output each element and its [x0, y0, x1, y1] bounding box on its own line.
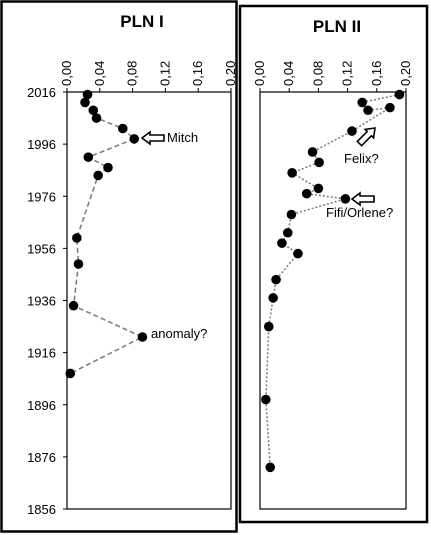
plot-area-2 [259, 91, 407, 510]
data-point [88, 105, 99, 116]
annotation-arrow [356, 127, 376, 147]
x-tick-label: 0,20 [398, 61, 413, 86]
data-point [137, 332, 148, 342]
x-tick-label: 0,08 [310, 61, 325, 86]
data-point [363, 105, 373, 116]
data-point [261, 394, 271, 405]
data-point [282, 227, 293, 238]
data-point [340, 194, 351, 204]
annotation-label: Fifi/Orlene? [326, 205, 393, 220]
chart-title-2: PLN II [313, 17, 361, 36]
data-point [73, 259, 84, 269]
data-point [263, 321, 274, 332]
data-point [347, 126, 357, 136]
data-point [68, 300, 79, 311]
series-line [265, 93, 400, 468]
y-tick-label: 1876 [27, 450, 56, 465]
x-tick-label: 0,00 [59, 61, 74, 86]
x-tick-label: 0,08 [125, 61, 140, 86]
x-tick-label: 0,00 [252, 61, 267, 86]
chart-layer-1: 0,00 0,04 0,08 0,12 0,16 0,20 2016 1996 1976 1956… [27, 61, 238, 517]
data-point [129, 134, 140, 144]
data-point [72, 233, 82, 243]
y-tick-label: 1976 [27, 189, 56, 204]
annotation-arrow [140, 130, 165, 146]
x-tick-label: 0,16 [369, 61, 384, 86]
y-tick-label: 2016 [27, 85, 56, 100]
annotation-label: Felix? [344, 151, 379, 166]
data-point [65, 368, 76, 379]
x-tick-label: 0,04 [92, 61, 107, 86]
data-point [265, 462, 276, 473]
data-point [394, 89, 405, 100]
data-point [271, 274, 281, 285]
data-point [385, 102, 395, 113]
data-point [82, 89, 93, 100]
data-point [293, 248, 303, 259]
annotation-label: Mitch [167, 130, 198, 145]
y-tick-label: 1916 [27, 346, 56, 361]
y-tick-label: 1896 [27, 398, 56, 413]
data-point [314, 157, 324, 168]
data-point [91, 113, 102, 123]
y-tick-label: 1936 [27, 294, 56, 309]
data-point [93, 170, 103, 181]
x-tick-label: 0,04 [281, 61, 296, 86]
x-tick-label: 0,12 [157, 61, 172, 86]
y-tick-label: 1856 [27, 502, 56, 517]
y-tick-label: 1996 [27, 137, 56, 152]
x-tick-label: 0,16 [190, 61, 205, 86]
data-point [117, 123, 128, 134]
data-point [277, 238, 287, 248]
annotation-arrow [350, 191, 375, 207]
data-point [313, 183, 324, 194]
annotation-label: anomaly? [151, 326, 207, 341]
chart-title-1: PLN I [120, 12, 163, 31]
data-point [287, 167, 297, 178]
data-point [307, 147, 318, 157]
x-tick-label: 0,12 [340, 61, 355, 86]
data-point [268, 293, 278, 303]
data-point [103, 162, 113, 173]
data-point [301, 188, 312, 199]
data-point [83, 152, 94, 162]
data-point [357, 97, 368, 108]
y-tick-label: 1956 [27, 241, 56, 256]
panel-frame-2 [238, 4, 429, 524]
data-point [286, 209, 297, 220]
chart-layer-2: 0,00 0,04 0,08 0,12 0,16 0,20 Felix? Fifi/Orlen… [252, 61, 413, 473]
x-tick-label: 0,20 [223, 61, 238, 86]
data-point [80, 97, 90, 108]
panel-frame-1 [0, 0, 238, 533]
